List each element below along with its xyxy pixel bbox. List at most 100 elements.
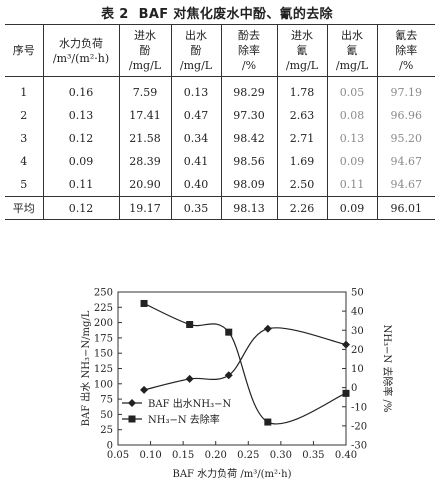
y-right-tick-label: -30: [351, 441, 367, 452]
y-left-tick-label: 200: [94, 318, 113, 329]
x-tick-label: 0.25: [237, 450, 259, 461]
table-cell: 1.69: [276, 150, 327, 173]
table-cell: 20.90: [118, 173, 171, 197]
y-right-tick-label: -10: [351, 402, 367, 413]
table-cell: 21.58: [118, 127, 171, 150]
y-left-tick-label: 125: [94, 364, 113, 375]
x-tick-label: 0.35: [302, 450, 324, 461]
data-point-1: [263, 324, 272, 333]
column-header-line: /mg/L: [285, 59, 319, 72]
table-row: 4 0.09 28.39 0.41 98.56 1.69 0.09 94.67: [5, 150, 435, 173]
y-left-tick-label: 50: [100, 410, 113, 421]
table-cell: 2.71: [276, 127, 327, 150]
table-row: 1 0.16 7.59 0.13 98.29 1.78 0.05 97.19: [5, 76, 435, 104]
table-cell: 0.41: [170, 150, 221, 173]
x-tick-label: 0.20: [205, 450, 227, 461]
column-header-line: /%: [399, 59, 414, 72]
table-cell: 0.47: [170, 104, 221, 127]
y-right-tick-label: 30: [351, 326, 364, 337]
table-cell: 0.08: [326, 104, 377, 127]
column-header-line: /mg/L: [335, 59, 369, 72]
table-title: 表 2 BAF 对焦化废水中酚、氰的去除: [0, 3, 444, 22]
y-left-tick-label: 225: [94, 303, 113, 314]
data-point-2: [342, 389, 350, 397]
table-caption: BAF 对焦化废水中酚、氰的去除: [138, 7, 333, 22]
table-cell: 97.19: [376, 76, 435, 104]
data-point-1: [185, 374, 194, 383]
x-tick-label: 0.10: [139, 450, 161, 461]
table-cell: 98.56: [220, 150, 277, 173]
table-row-average: 平均 0.12 19.17 0.35 98.13 2.26 0.09 96.01: [5, 196, 435, 220]
y-right-tick-label: 0: [351, 383, 357, 394]
table-cell: 17.41: [118, 104, 171, 127]
table-cell: 3: [20, 132, 28, 145]
table-cell: 0.12: [42, 196, 119, 220]
column-header-4: 出水酚/mg/L: [170, 24, 221, 77]
table-cell: 94.67: [376, 173, 435, 197]
column-header-line: 进水: [291, 29, 313, 42]
table-cell: 4: [20, 155, 28, 168]
column-header-3: 进水酚/mg/L: [118, 24, 171, 77]
table-row: 5 0.11 20.90 0.40 98.09 2.50 0.11 94.67: [5, 173, 435, 197]
table-cell: 94.67: [376, 150, 435, 173]
column-header-line: 出水: [341, 29, 363, 42]
column-header-line: 酚去: [238, 29, 260, 42]
table-cell: 0.11: [42, 173, 119, 197]
x-axis-label: BAF 水力负荷 /m³/(m²·h): [172, 467, 291, 480]
table-cell: 98.42: [220, 127, 277, 150]
table-cell: 1: [20, 86, 28, 99]
legend-marker: [128, 415, 136, 423]
table-cell: 0.40: [170, 173, 221, 197]
column-header-line: 酚: [139, 44, 151, 57]
y-right-axis-label: NH₃−N 去除率 /%: [381, 325, 394, 413]
column-header-line: /m³/(m²·h): [52, 51, 110, 65]
column-header-line: 序号: [12, 44, 35, 57]
y-left-axis-label: BAF 出水 NH₃−N/mg/L: [79, 310, 92, 426]
table-cell: 96.96: [376, 104, 435, 127]
table-cell: 96.01: [376, 196, 435, 220]
table-cell: 0.34: [170, 127, 221, 150]
table-cell: 97.30: [220, 104, 277, 127]
table-cell: 0.16: [42, 76, 119, 104]
table-cell: 2.63: [276, 104, 327, 127]
x-tick-label: 0.40: [335, 450, 357, 461]
data-point-2: [140, 299, 148, 307]
table-cell: 7.59: [118, 76, 171, 104]
data-point-1: [342, 340, 350, 349]
y-right-tick-label: 50: [351, 288, 364, 299]
column-header-2: 水力负荷/m³/(m²·h): [42, 24, 119, 77]
y-right-tick-label: 10: [351, 364, 364, 375]
table-cell: 28.39: [118, 150, 171, 173]
x-tick-label: 0.05: [107, 450, 129, 461]
y-left-tick-label: 250: [94, 288, 113, 299]
y-left-tick-label: 100: [94, 379, 113, 390]
results-table: 序号 水力负荷/m³/(m²·h) 进水酚/mg/L 出水酚/mg/L 酚去 除率/% 进水…: [5, 24, 435, 220]
y-left-tick-label: 0: [107, 441, 113, 452]
column-header-line: /mg/L: [128, 59, 162, 72]
table-cell: 0.05: [326, 76, 377, 104]
series-line-2: [143, 302, 347, 425]
y-right-tick-label: 20: [351, 345, 364, 356]
legend-label: NH₃−N 去除率: [148, 413, 220, 426]
y-left-tick-label: 175: [94, 333, 113, 344]
column-header-line: 氰去: [395, 29, 418, 42]
column-header-6: 进水氰/mg/L: [276, 24, 327, 77]
column-header-line: /mg/L: [179, 59, 213, 72]
column-header-line: 水力负荷: [59, 36, 103, 50]
table-cell: 0.12: [42, 127, 119, 150]
table-cell: 5: [20, 178, 28, 191]
column-header-5: 酚去 除率 /%: [220, 24, 277, 77]
series-line-1: [143, 327, 347, 391]
column-header-line: 除率: [395, 44, 418, 57]
column-header-8: 氰去除率 /%: [376, 24, 435, 77]
table-cell: 0.13: [326, 127, 377, 150]
data-point-2: [225, 328, 233, 336]
table-header-row: 序号 水力负荷/m³/(m²·h) 进水酚/mg/L 出水酚/mg/L 酚去 除率/% 进水…: [5, 24, 435, 77]
table-cell: 0.11: [326, 173, 377, 197]
y-left-tick-label: 75: [100, 395, 113, 406]
legend-label: BAF 出水NH₃−N: [148, 397, 232, 410]
table-cell: 0.09: [326, 150, 377, 173]
ammonia-chart: 0.05 0.10 0.15 0.20 0.25 0.30 0.35 0.40 0 25 50 75 1…: [79, 288, 394, 481]
table-cell: 平均: [5, 196, 43, 220]
table-cell: 1.78: [276, 76, 327, 104]
